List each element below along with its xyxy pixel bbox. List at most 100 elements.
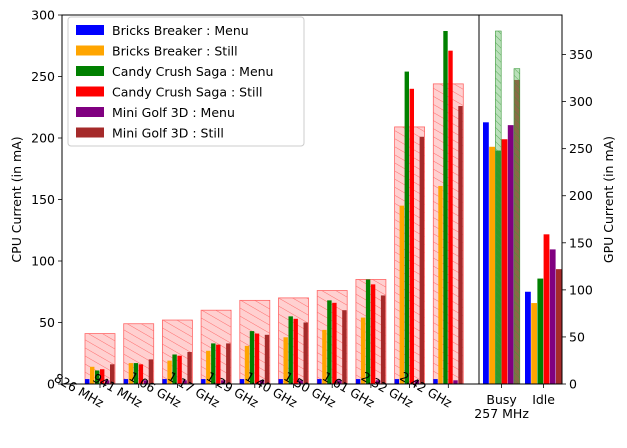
gpu-bar — [507, 125, 514, 385]
cpu-bar — [303, 322, 308, 384]
cpu-bar — [239, 379, 245, 384]
cpu-bar — [133, 363, 139, 384]
gpu-bar — [489, 146, 495, 384]
y-tick-label: 250 — [31, 69, 55, 84]
cpu-bar — [342, 310, 347, 384]
gpu-bar — [543, 234, 550, 384]
cpu-bar — [167, 360, 172, 384]
cpu-bar — [443, 30, 448, 385]
y-tick-label: 50 — [39, 315, 55, 330]
cpu-bar — [419, 136, 424, 384]
cpu-bar — [172, 354, 177, 384]
cpu-bar — [110, 364, 115, 384]
gpu-bar — [501, 139, 508, 384]
gpu-bar — [537, 278, 544, 384]
gpu-envelope-hatch — [495, 31, 502, 384]
cpu-bar — [283, 337, 288, 384]
cpu-bar — [298, 380, 303, 384]
legend-swatch — [76, 66, 104, 76]
legend-box — [67, 16, 305, 147]
cpu-bar — [216, 344, 221, 384]
gpu-bar — [483, 122, 489, 385]
legend-swatch — [76, 107, 104, 117]
y-axis-title: CPU Current (in mA) — [9, 136, 24, 262]
y2-tick-label: 250 — [569, 141, 593, 156]
cpu-bar — [365, 279, 371, 384]
y-tick-label: 200 — [31, 131, 55, 146]
y-tick-label: 0 — [47, 377, 55, 392]
gpu-envelope-hatch — [514, 68, 520, 384]
cpu-bar — [448, 50, 453, 385]
cpu-bar — [206, 350, 211, 384]
cpu-bar — [332, 302, 337, 384]
cpu-bar — [293, 318, 298, 384]
cpu-bar — [278, 379, 283, 384]
gpu-bar — [549, 249, 556, 384]
y2-tick-label: 350 — [569, 47, 593, 62]
cpu-bar — [201, 379, 206, 384]
cpu-bar — [162, 379, 167, 384]
cpu-bar — [322, 329, 327, 384]
cpu-bar — [182, 380, 187, 384]
legend-entry: Mini Golf 3D : Still — [112, 126, 224, 141]
cpu-bar — [221, 380, 226, 384]
gpu-bar — [556, 269, 562, 384]
cpu-bar — [288, 316, 293, 384]
cpu-bar — [128, 363, 134, 384]
cpu-bar — [264, 334, 270, 384]
y2-tick-label: 0 — [569, 377, 577, 392]
cpu-bar — [380, 295, 386, 384]
cpu-bar — [187, 352, 192, 384]
cpu-bar — [259, 380, 265, 384]
cpu-bar — [148, 359, 154, 384]
legend-entry: Bricks Breaker : Menu — [112, 23, 249, 38]
cpu-bar — [458, 106, 463, 385]
cpu-bar — [177, 355, 182, 384]
cpu-bar — [95, 370, 100, 384]
legend-swatch — [76, 45, 104, 56]
cpu-bar — [453, 380, 458, 384]
plot-area — [84, 15, 562, 385]
y-tick-label: 300 — [31, 8, 55, 23]
cpu-bar — [85, 379, 90, 384]
cpu-bar — [211, 343, 216, 384]
legend-entry: Candy Crush Saga : Still — [112, 85, 262, 100]
y2-tick-label: 200 — [569, 188, 593, 203]
cpu-bar — [360, 317, 366, 384]
gpu-bar — [525, 291, 531, 384]
cpu-bar — [337, 380, 342, 384]
cpu-bar — [414, 380, 419, 384]
cpu-bar — [244, 345, 250, 384]
cpu-bar — [438, 185, 443, 384]
cpu-bar — [138, 364, 144, 384]
gpu-bar — [531, 303, 537, 384]
cpu-bar — [409, 88, 414, 385]
legend-entry: Candy Crush Saga : Menu — [112, 64, 273, 79]
legend-swatch — [76, 86, 104, 97]
y2-tick-label: 150 — [569, 235, 593, 250]
legend-swatch — [76, 25, 104, 35]
cpu-bar — [105, 380, 110, 384]
cpu-bar — [90, 366, 95, 384]
legend-swatch — [76, 127, 104, 138]
cpu-bar — [226, 343, 231, 384]
y-tick-label: 100 — [31, 254, 55, 269]
cpu-bar — [404, 71, 409, 384]
cpu-bar — [143, 380, 149, 384]
cpu-bar — [327, 300, 332, 384]
cpu-bar — [433, 379, 438, 384]
cpu-bar — [394, 379, 399, 384]
legend-entry: Bricks Breaker : Still — [112, 44, 238, 59]
cpu-bar — [249, 331, 255, 384]
cpu-bar — [370, 284, 376, 384]
y2-tick-label: 100 — [569, 282, 593, 297]
x-tick-label: Idle — [532, 392, 555, 407]
y2-tick-label: 300 — [569, 94, 593, 109]
cpu-bar — [254, 333, 260, 384]
cpu-bar — [355, 379, 361, 384]
x-tick-label: 257 MHz — [474, 406, 529, 421]
cpu-bar — [399, 205, 404, 384]
legend-entry: Mini Golf 3D : Menu — [112, 105, 235, 120]
cpu-bar — [123, 379, 129, 384]
